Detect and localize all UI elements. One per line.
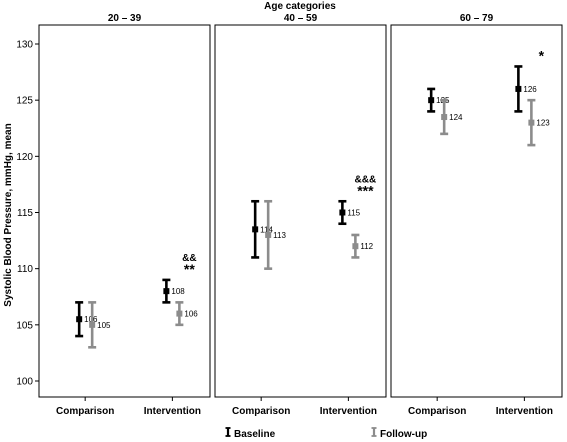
panel-title: 60 – 79	[460, 13, 494, 24]
legend-label: Follow-up	[380, 429, 427, 440]
baseline-error-bar: 115	[338, 199, 361, 226]
mean-marker	[428, 97, 435, 104]
group-comparison: Comparison	[232, 397, 290, 417]
data-label: 124	[449, 113, 463, 122]
y-tick-label: 125	[16, 96, 33, 107]
data-label: 113	[273, 231, 286, 240]
significance-annotation: &&&	[355, 174, 377, 185]
significance-annotation: **	[184, 261, 195, 277]
panel-frame	[390, 24, 563, 398]
significance-annotation: ***	[357, 182, 374, 198]
group-intervention: Intervention *	[496, 47, 553, 417]
followup-error-bar: 105	[88, 301, 111, 349]
data-label: 115	[347, 209, 360, 218]
mean-marker	[252, 226, 259, 233]
mean-marker	[265, 231, 272, 238]
y-axis-label: Systolic Blood Pressure, mmHg, mean	[3, 123, 14, 306]
data-label: 123	[536, 119, 550, 128]
data-label: 108	[171, 287, 185, 296]
panel-2: 40 – 59 Comparison Intervention &&&***	[214, 13, 387, 417]
significance-annotation: *	[539, 47, 545, 63]
group-comparison: Comparison	[408, 397, 466, 417]
y-tick-label: 105	[16, 320, 33, 331]
mean-marker	[339, 209, 346, 216]
y-tick-label: 100	[16, 377, 33, 388]
data-label: 126	[523, 85, 537, 94]
x-tick-label: Comparison	[56, 406, 114, 417]
mean-marker	[441, 114, 448, 121]
mean-marker	[528, 119, 535, 126]
group-intervention: Intervention &&&***	[320, 174, 377, 417]
mean-marker	[176, 310, 183, 317]
followup-error-bar: 112	[351, 233, 374, 259]
legend-item-followup: Follow-up	[371, 427, 427, 440]
mean-marker	[515, 85, 522, 92]
mean-marker	[163, 288, 170, 295]
x-tick-label: Intervention	[496, 406, 553, 417]
panel-frame	[214, 24, 387, 398]
chart-supertitle: Age categories	[264, 1, 336, 12]
panel-title: 20 – 39	[108, 13, 142, 24]
followup-error-bar: 113	[264, 199, 286, 270]
mean-marker	[89, 321, 96, 328]
followup-error-bar: 123	[527, 98, 550, 147]
panel-frame	[38, 24, 211, 398]
panel-1: 20 – 39 Comparison Intervention &&**	[38, 13, 211, 417]
legend-label: Baseline	[234, 429, 276, 440]
mean-marker	[76, 316, 83, 323]
group-intervention: Intervention &&**	[144, 253, 201, 417]
y-tick-label: 130	[16, 40, 33, 51]
baseline-error-bar: 114	[251, 199, 273, 259]
baseline-error-bar: 106	[75, 301, 98, 338]
followup-error-bar: 124	[440, 98, 463, 136]
baseline-error-bar: 108	[162, 278, 185, 304]
legend: Baseline Follow-up	[225, 427, 427, 440]
y-tick-label: 115	[17, 208, 33, 219]
data-label: 114	[260, 225, 273, 234]
data-label: 106	[184, 310, 198, 319]
x-tick-label: Comparison	[232, 406, 290, 417]
panel-3: 60 – 79 Comparison Intervention *	[390, 13, 563, 417]
significance-annotation: &&	[182, 253, 196, 264]
y-tick-label: 110	[17, 264, 33, 275]
x-tick-label: Intervention	[320, 406, 377, 417]
legend-item-baseline: Baseline	[225, 427, 276, 440]
followup-error-bar: 106	[175, 301, 198, 327]
x-tick-label: Comparison	[408, 406, 466, 417]
mean-marker	[352, 243, 359, 250]
y-tick-label: 120	[16, 152, 33, 163]
plot-area: 100 105 110 115 120 125 130 20 – 39 Comparison In…	[16, 13, 563, 417]
baseline-error-bar: 126	[514, 65, 537, 113]
data-label: 112	[360, 242, 373, 251]
group-comparison: Comparison	[56, 397, 114, 417]
panel-title: 40 – 59	[284, 13, 318, 24]
data-label: 105	[97, 321, 111, 330]
x-tick-label: Intervention	[144, 406, 201, 417]
